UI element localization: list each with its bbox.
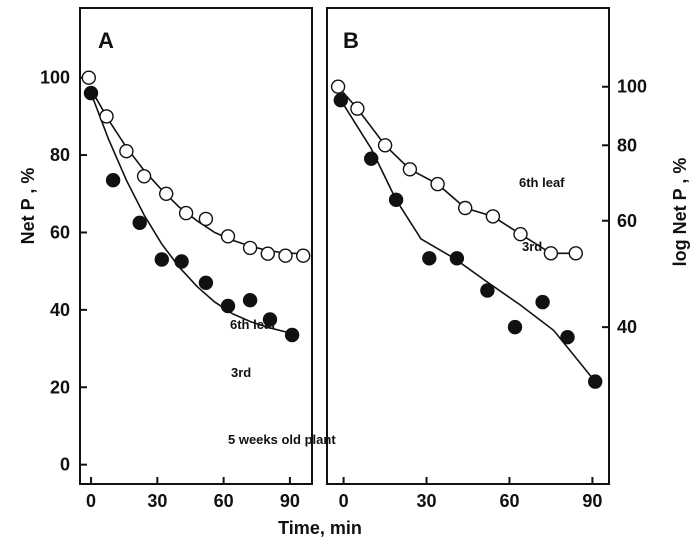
panel-b-data-point-open (485, 209, 501, 224)
panel-a-data-point-filled (262, 312, 278, 327)
panel-a-ticks: 0 30 60 90 0 20 40 60 80 100 (40, 68, 300, 511)
panel-b-data-point-open (568, 246, 583, 261)
panel-a-data-point-open (81, 70, 97, 85)
panel-a-data-point-open (220, 229, 236, 244)
panel-a-data-point-filled (105, 172, 121, 188)
panel-b-data-point-filled (507, 319, 523, 335)
panel-b-fit-line-series-1 (337, 86, 576, 255)
panel-b-data-point-filled (560, 330, 575, 345)
panel-b-data-point-open (402, 162, 418, 177)
panel-a-data-point-open (296, 248, 311, 263)
panel-a-y-tick-label: 100 (40, 68, 70, 88)
panel-a-fit-line-series-2 (90, 92, 295, 335)
panel-a-points (81, 70, 311, 343)
panel-b-data-point-filled (364, 151, 379, 166)
panel-b-data-point-filled (422, 251, 437, 266)
panel-a-fit-lines (90, 88, 304, 335)
panel-b-label: B (343, 28, 359, 53)
panel-a-y-tick-label: 0 (60, 455, 70, 475)
panel-a-x-tick-label: 60 (214, 491, 234, 511)
panel-a-series-label-3rd: 3rd (231, 365, 251, 380)
panel-b-data-point-open (458, 200, 473, 216)
panel-a-data-point-filled (83, 85, 99, 101)
panel-a-series-label-6th-leaf: 6th leaf (230, 317, 276, 332)
panel-a-y-tick-label: 20 (50, 377, 70, 397)
panel-b-y-tick-label: 40 (617, 317, 637, 337)
panel-a-data-point-filled (154, 252, 170, 267)
panel-a-data-point-open (278, 248, 293, 263)
panel-b-y-tick-label: 100 (617, 77, 647, 97)
panel-b-data-point-filled (449, 251, 465, 266)
panel-b-data-point-filled (388, 192, 404, 208)
panel-a-x-tick-label: 90 (280, 491, 300, 511)
panel-a-data-point-filled (220, 298, 236, 314)
panel-b-x-tick-label: 90 (582, 491, 602, 511)
panel-b-x-tick-label: 60 (499, 491, 519, 511)
panel-a-data-point-open (119, 143, 134, 159)
panel-a-x-tick-label: 0 (86, 491, 96, 511)
x-axis-label: Time, min (278, 518, 362, 538)
panel-a-data-point-filled (132, 215, 147, 231)
panel-b-data-point-open (377, 138, 393, 153)
panel-a-data-point-open (242, 240, 258, 256)
panel-a-data-point-filled (242, 293, 258, 308)
panel-b-ticks: 0 30 60 90 40 60 80 100 (339, 77, 647, 511)
panel-a-data-point-open (99, 109, 114, 124)
panel-a-y-tick-label: 60 (50, 222, 70, 242)
panel-a-data-point-filled (284, 327, 300, 343)
panel-b-data-point-open (430, 176, 445, 192)
panel-b-y-axis-label: log Net P , % (670, 158, 690, 267)
panel-a-annotation: 5 weeks old plant (228, 432, 336, 447)
panel-b-data-point-open (513, 226, 528, 242)
panel-b-data-point-filled (588, 374, 603, 389)
panel-a-frame (79, 7, 313, 485)
panel-b-data-point-filled (480, 283, 495, 298)
panel-a: A Net P , % 5 weeks old plant 0 30 60 90 0 20… (18, 7, 336, 511)
panel-b: B log Net P , % 0 30 60 90 40 60 80 100 6th lea… (326, 7, 690, 511)
panel-a-data-point-open (260, 246, 275, 261)
panel-b-series-label-6th-leaf: 6th leaf (519, 175, 565, 190)
panel-b-fit-lines (337, 86, 596, 383)
panel-b-series-label-3rd: 3rd (522, 239, 542, 254)
panel-a-data-point-filled (174, 254, 189, 269)
panel-b-data-point-open (543, 246, 559, 261)
panel-b-data-point-filled (535, 294, 550, 310)
panel-b-frame (326, 7, 610, 485)
panel-b-data-point-open (350, 101, 365, 116)
panel-a-data-point-filled (198, 275, 214, 290)
panel-b-data-point-open (330, 79, 346, 94)
panel-a-x-tick-label: 30 (147, 491, 167, 511)
panel-b-points (330, 79, 603, 389)
panel-a-y-axis-label: Net P , % (18, 168, 38, 245)
panel-a-y-tick-label: 80 (50, 145, 70, 165)
panel-b-y-tick-label: 60 (617, 211, 637, 231)
panel-b-y-tick-label: 80 (617, 135, 637, 155)
panel-a-data-point-open (198, 211, 214, 227)
panel-a-data-point-open (178, 205, 194, 221)
panel-a-data-point-open (158, 186, 174, 202)
panel-b-x-tick-label: 0 (339, 491, 349, 511)
panel-b-x-tick-label: 30 (417, 491, 437, 511)
panel-b-data-point-filled (333, 92, 348, 108)
panel-a-y-tick-label: 40 (50, 300, 70, 320)
panel-a-data-point-open (136, 169, 152, 184)
panel-a-label: A (98, 28, 114, 53)
